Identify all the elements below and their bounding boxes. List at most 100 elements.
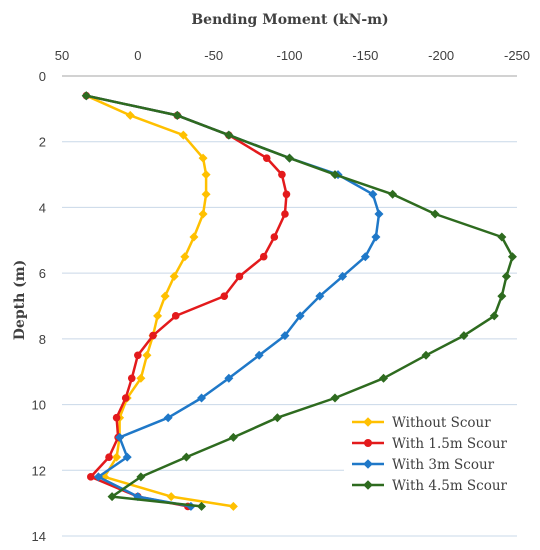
series-line [86,94,288,508]
data-point [198,209,208,219]
y-tick-label: 14 [32,529,46,544]
data-point [262,154,271,162]
series-line [86,94,514,508]
data-point [360,252,370,262]
legend-item: With 4.5m Scour [352,478,508,494]
legend-label: Without Scour [392,415,491,431]
x-tick-label: 50 [55,48,69,63]
y-tick-label: 10 [32,398,46,413]
data-point [171,312,180,320]
x-axis-title: Bending Moment (kN-m) [191,12,388,28]
data-point [388,189,398,199]
data-point [330,393,340,403]
data-point [295,311,305,321]
gridlines [62,141,517,537]
data-point [315,291,325,301]
data-point [160,291,170,301]
legend-swatch-marker [363,459,373,469]
data-point [270,233,279,241]
data-point [105,453,113,461]
data-point [93,472,103,482]
data-point [228,432,238,442]
data-point [421,350,431,360]
legend-label: With 1.5m Scour [392,436,508,452]
data-point [330,170,340,180]
x-tick-label: -250 [504,48,530,63]
data-point [280,331,290,341]
data-point [430,209,440,219]
data-point [136,472,146,482]
data-point [163,413,173,423]
data-point [81,91,91,101]
legend: Without Scour With 1.5m Scour With 3m Scou… [344,408,520,498]
data-point [259,252,268,261]
y-tick-label: 12 [32,463,46,478]
legend-item: With 3m Scour [352,457,495,473]
data-point [235,272,244,281]
series-2 [82,91,291,511]
data-point [201,170,211,180]
data-point [281,210,289,218]
x-tick-label: 0 [134,48,141,63]
data-point [374,209,384,219]
data-point [224,130,234,140]
series-line [86,94,381,508]
data-point [198,153,208,163]
data-point [501,271,511,281]
legend-swatch-marker [364,439,372,447]
data-point [169,271,179,281]
series-group [81,91,517,511]
y-axis-title: Depth (m) [12,260,28,340]
data-point [224,373,234,383]
data-point [368,189,378,199]
data-point [220,292,229,300]
data-point [180,252,190,262]
data-point [197,501,207,511]
data-point [125,110,135,120]
y-tick-label: 0 [39,69,46,84]
data-point [172,110,182,120]
x-tick-label: -50 [204,48,223,63]
axes: 0 2 4 6 8 10 12 14 50 0 -50 -100 -150 -200 -250 [32,48,530,544]
data-point [87,473,95,481]
data-point [272,413,282,423]
x-tick-label: -200 [428,48,454,63]
data-point [507,252,517,262]
data-point [371,232,381,242]
data-point [197,393,207,403]
legend-swatch-marker [363,417,373,427]
data-point [278,170,286,179]
data-point [178,130,188,140]
y-tick-label: 2 [39,135,46,150]
data-point [122,452,132,462]
data-point [489,311,499,321]
series-4 [81,91,517,511]
data-point [181,452,191,462]
y-tick-label: 8 [39,332,46,347]
x-tick-label: -150 [352,48,378,63]
legend-swatch-marker [363,480,373,490]
data-point [115,432,125,442]
data-point [459,331,469,341]
legend-item: With 1.5m Scour [352,436,508,452]
legend-label: With 3m Scour [392,457,495,473]
data-point [379,373,389,383]
y-tick-label: 4 [39,200,46,215]
data-point [166,492,176,502]
data-point [142,350,152,360]
data-point [228,501,238,511]
data-point [134,351,142,360]
data-point [153,311,163,321]
data-point [112,413,121,422]
data-point [497,291,507,301]
data-point [285,153,294,163]
data-point [107,492,117,502]
data-point [136,373,146,383]
legend-item: Without Scour [352,415,491,431]
data-point [282,190,291,199]
data-point [201,189,211,199]
x-tick-label: -100 [276,48,302,63]
legend-label: With 4.5m Scour [392,478,508,494]
data-point [121,394,130,402]
